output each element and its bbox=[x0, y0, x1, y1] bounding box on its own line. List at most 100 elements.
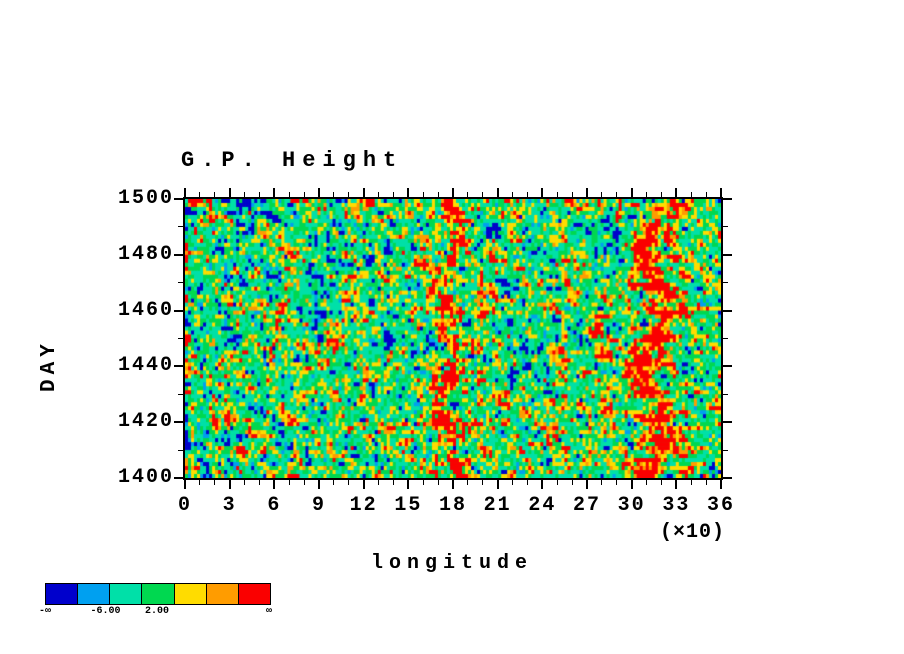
y-tick bbox=[174, 253, 183, 256]
y-tick bbox=[174, 421, 183, 424]
x-tick-label: 15 bbox=[394, 494, 423, 517]
x-tick bbox=[512, 192, 514, 197]
x-tick bbox=[452, 188, 454, 197]
heatmap-canvas bbox=[185, 199, 721, 478]
x-tick bbox=[258, 480, 260, 485]
x-tick bbox=[467, 192, 469, 197]
colorbar-segment bbox=[110, 584, 143, 604]
y-tick bbox=[174, 198, 183, 200]
y-tick bbox=[723, 198, 732, 200]
y-tick bbox=[174, 365, 183, 368]
y-tick bbox=[178, 449, 183, 451]
x-tick bbox=[541, 480, 544, 489]
y-tick bbox=[178, 338, 183, 339]
x-tick bbox=[378, 192, 380, 197]
x-tick bbox=[333, 192, 335, 197]
x-tick bbox=[348, 192, 350, 197]
x-tick bbox=[705, 480, 707, 485]
y-tick bbox=[723, 309, 732, 312]
x-tick bbox=[437, 192, 439, 197]
chart-title: G.P. Height bbox=[181, 148, 404, 173]
x-tick bbox=[422, 480, 424, 485]
x-tick bbox=[228, 480, 231, 489]
x-tick bbox=[586, 188, 588, 197]
x-tick bbox=[630, 480, 633, 489]
x-tick bbox=[646, 480, 648, 485]
x-tick bbox=[258, 192, 260, 197]
x-tick bbox=[184, 480, 186, 489]
x-tick-label: 30 bbox=[617, 494, 646, 517]
y-tick-label: 1400 bbox=[117, 466, 174, 489]
x-tick bbox=[675, 480, 678, 489]
y-tick-label: 1440 bbox=[117, 354, 174, 378]
x-tick bbox=[244, 480, 246, 485]
x-tick bbox=[571, 192, 573, 197]
y-tick bbox=[723, 421, 732, 424]
colorbar-label: -6.00 bbox=[90, 606, 121, 617]
x-tick bbox=[616, 480, 618, 485]
x-tick-label: 36 bbox=[706, 494, 735, 517]
x-tick bbox=[362, 480, 365, 489]
x-tick bbox=[378, 480, 380, 485]
x-tick bbox=[199, 480, 201, 485]
x-tick bbox=[452, 480, 454, 489]
x-tick bbox=[526, 192, 528, 197]
x-tick-label: 24 bbox=[528, 494, 557, 517]
x-tick bbox=[526, 480, 528, 485]
x-tick bbox=[482, 480, 484, 485]
x-tick bbox=[273, 188, 276, 197]
x-tick bbox=[422, 192, 424, 197]
x-tick bbox=[407, 188, 410, 197]
x-tick bbox=[214, 480, 216, 485]
x-tick bbox=[467, 480, 469, 485]
x-tick bbox=[630, 188, 633, 197]
x-tick bbox=[496, 480, 499, 489]
x-axis-scale-note: (×10) bbox=[659, 521, 725, 544]
x-tick bbox=[690, 192, 692, 197]
y-tick-label: 1420 bbox=[117, 410, 174, 434]
x-tick bbox=[705, 192, 707, 197]
colorbar bbox=[45, 583, 271, 605]
y-tick-label: 1500 bbox=[117, 187, 174, 210]
x-tick bbox=[646, 192, 648, 197]
x-tick-label: 33 bbox=[662, 494, 691, 517]
x-tick bbox=[244, 192, 246, 197]
x-tick-label: 3 bbox=[222, 494, 237, 517]
x-axis-label: longitude bbox=[370, 552, 534, 575]
x-tick bbox=[214, 192, 216, 197]
y-tick bbox=[723, 226, 728, 228]
x-tick bbox=[303, 192, 305, 197]
y-tick bbox=[174, 309, 183, 312]
x-tick-label: 27 bbox=[572, 494, 601, 517]
x-tick bbox=[496, 188, 499, 197]
x-tick bbox=[690, 480, 692, 485]
x-tick bbox=[616, 192, 618, 197]
x-tick bbox=[512, 480, 514, 485]
y-tick-label: 1460 bbox=[117, 298, 174, 322]
colorbar-segment bbox=[238, 584, 270, 604]
y-tick bbox=[174, 477, 183, 479]
colorbar-label: -∞ bbox=[38, 606, 51, 617]
x-tick bbox=[586, 480, 588, 489]
x-tick bbox=[288, 480, 290, 485]
x-tick-label: 9 bbox=[311, 494, 326, 517]
x-tick bbox=[199, 192, 201, 197]
x-tick-label: 12 bbox=[349, 494, 378, 517]
y-tick bbox=[178, 393, 183, 395]
y-tick bbox=[178, 282, 183, 284]
y-tick bbox=[723, 282, 728, 284]
colorbar-segment bbox=[174, 584, 207, 604]
x-tick bbox=[660, 192, 662, 197]
y-tick bbox=[723, 253, 732, 256]
x-tick bbox=[437, 480, 439, 485]
x-tick bbox=[333, 480, 335, 485]
x-tick bbox=[601, 480, 603, 485]
y-tick bbox=[723, 338, 728, 339]
colorbar-segment bbox=[46, 584, 79, 604]
x-tick-label: 0 bbox=[177, 494, 192, 517]
x-tick bbox=[288, 192, 290, 197]
x-tick bbox=[318, 188, 320, 197]
x-tick bbox=[660, 480, 662, 485]
colorbar-label: 2.00 bbox=[144, 606, 169, 617]
